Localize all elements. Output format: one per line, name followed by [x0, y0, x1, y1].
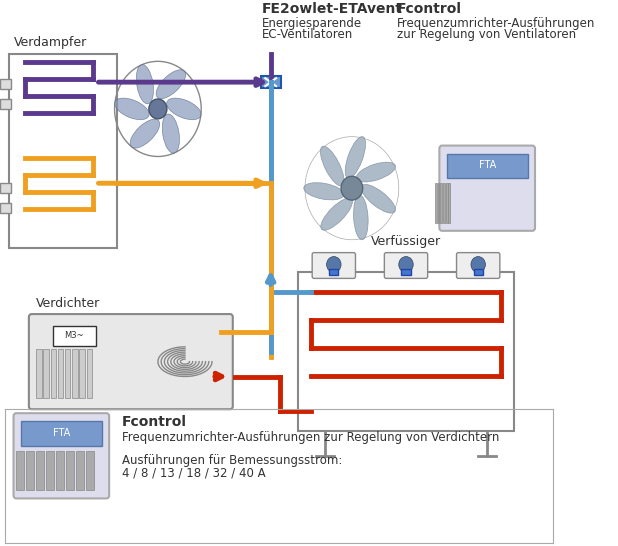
Bar [87, 349, 92, 399]
Text: 4 / 8 / 13 / 18 / 32 / 40 A: 4 / 8 / 13 / 18 / 32 / 40 A [122, 467, 265, 479]
Ellipse shape [357, 162, 396, 182]
Ellipse shape [361, 185, 396, 213]
Text: zur Regelung von Ventilatoren: zur Regelung von Ventilatoren [397, 27, 576, 40]
Text: Fcontrol: Fcontrol [122, 415, 187, 429]
Bar [66, 451, 74, 490]
Text: Frequenzumrichter-Ausführungen: Frequenzumrichter-Ausführungen [397, 16, 595, 29]
Bar [46, 451, 54, 490]
Bar [65, 349, 70, 399]
Bar [79, 349, 85, 399]
Bar [51, 349, 56, 399]
Bar [440, 183, 442, 223]
Bar [446, 183, 447, 223]
Bar [447, 153, 528, 179]
Bar [36, 349, 41, 399]
Bar [16, 451, 24, 490]
Bar [0, 203, 11, 213]
Ellipse shape [304, 183, 344, 200]
FancyBboxPatch shape [14, 413, 109, 498]
Bar [402, 270, 410, 275]
Ellipse shape [167, 98, 201, 120]
Bar [57, 349, 63, 399]
FancyBboxPatch shape [384, 253, 428, 278]
FancyBboxPatch shape [261, 76, 281, 88]
Ellipse shape [156, 70, 185, 99]
Bar [21, 421, 102, 446]
Ellipse shape [321, 198, 352, 230]
Text: FTA: FTA [478, 161, 496, 170]
Text: Verdichter: Verdichter [36, 297, 100, 310]
Ellipse shape [137, 64, 153, 104]
Text: Frequenzumrichter-Ausführungen zur Regelung von Verdichtern: Frequenzumrichter-Ausführungen zur Regel… [122, 431, 499, 444]
Bar [72, 349, 78, 399]
Bar [76, 451, 84, 490]
Text: EC-Ventilatoren: EC-Ventilatoren [261, 27, 353, 40]
Text: M3~: M3~ [64, 331, 84, 340]
Bar [56, 451, 64, 490]
FancyBboxPatch shape [439, 146, 535, 231]
Bar [0, 99, 11, 109]
Ellipse shape [130, 119, 159, 148]
Bar [43, 349, 49, 399]
Ellipse shape [115, 98, 149, 120]
Ellipse shape [353, 195, 368, 240]
Bar [435, 183, 437, 223]
Text: Verdampfer: Verdampfer [14, 37, 87, 50]
Circle shape [471, 257, 485, 272]
Circle shape [149, 99, 167, 119]
Bar [0, 183, 11, 193]
Bar [329, 270, 338, 275]
FancyBboxPatch shape [312, 253, 355, 278]
Bar [473, 270, 483, 275]
Text: Fcontrol: Fcontrol [397, 2, 462, 16]
Ellipse shape [321, 146, 344, 186]
FancyBboxPatch shape [29, 314, 233, 409]
Ellipse shape [345, 136, 365, 179]
Text: FTA: FTA [53, 428, 70, 438]
Bar [36, 451, 44, 490]
Text: Verfüssiger: Verfüssiger [371, 235, 441, 248]
Circle shape [399, 257, 413, 272]
Bar [0, 79, 11, 89]
Text: Ausführungen für Bemessungsstrom:: Ausführungen für Bemessungsstrom: [122, 454, 342, 467]
Ellipse shape [163, 114, 179, 153]
Bar [86, 451, 94, 490]
Bar [438, 183, 439, 223]
Text: Energiesparende: Energiesparende [261, 16, 362, 29]
Text: FE2owlet-ETAvent: FE2owlet-ETAvent [261, 2, 403, 16]
Circle shape [326, 257, 341, 272]
FancyBboxPatch shape [53, 326, 96, 346]
FancyBboxPatch shape [457, 253, 500, 278]
Circle shape [341, 176, 363, 200]
Bar [26, 451, 34, 490]
Bar [449, 183, 450, 223]
Bar [443, 183, 445, 223]
